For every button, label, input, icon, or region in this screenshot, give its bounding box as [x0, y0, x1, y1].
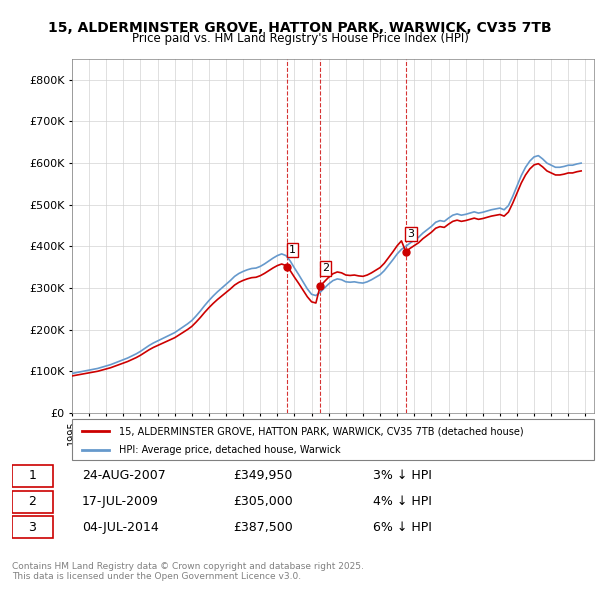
- Text: 1: 1: [289, 245, 296, 255]
- Text: 15, ALDERMINSTER GROVE, HATTON PARK, WARWICK, CV35 7TB: 15, ALDERMINSTER GROVE, HATTON PARK, WAR…: [48, 21, 552, 35]
- Text: 1: 1: [28, 470, 37, 483]
- Text: 3: 3: [28, 521, 37, 534]
- Text: Contains HM Land Registry data © Crown copyright and database right 2025.
This d: Contains HM Land Registry data © Crown c…: [12, 562, 364, 581]
- Text: £349,950: £349,950: [233, 470, 293, 483]
- Text: 3% ↓ HPI: 3% ↓ HPI: [373, 470, 432, 483]
- FancyBboxPatch shape: [72, 419, 594, 460]
- Text: 04-JUL-2014: 04-JUL-2014: [82, 521, 158, 534]
- Text: £305,000: £305,000: [233, 495, 293, 508]
- Text: 2: 2: [322, 264, 329, 274]
- Text: 6% ↓ HPI: 6% ↓ HPI: [373, 521, 432, 534]
- Text: 24-AUG-2007: 24-AUG-2007: [82, 470, 166, 483]
- Text: 17-JUL-2009: 17-JUL-2009: [82, 495, 159, 508]
- Text: 2: 2: [28, 495, 37, 508]
- Text: 3: 3: [407, 229, 415, 239]
- FancyBboxPatch shape: [12, 465, 53, 487]
- Text: £387,500: £387,500: [233, 521, 293, 534]
- Text: 15, ALDERMINSTER GROVE, HATTON PARK, WARWICK, CV35 7TB (detached house): 15, ALDERMINSTER GROVE, HATTON PARK, WAR…: [119, 427, 524, 436]
- FancyBboxPatch shape: [12, 490, 53, 513]
- Text: 4% ↓ HPI: 4% ↓ HPI: [373, 495, 432, 508]
- Text: Price paid vs. HM Land Registry's House Price Index (HPI): Price paid vs. HM Land Registry's House …: [131, 32, 469, 45]
- Text: HPI: Average price, detached house, Warwick: HPI: Average price, detached house, Warw…: [119, 445, 341, 455]
- FancyBboxPatch shape: [12, 516, 53, 539]
